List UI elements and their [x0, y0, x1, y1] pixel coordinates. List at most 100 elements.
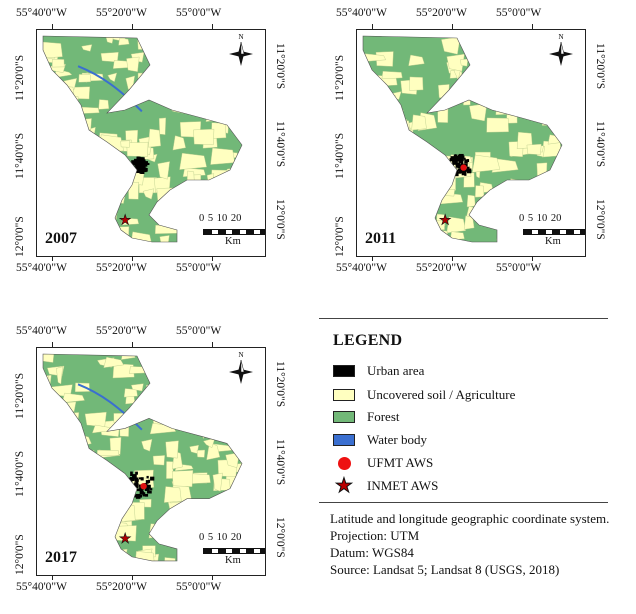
map-canvas: ★N: [42, 33, 265, 256]
agriculture-patch: [49, 435, 56, 445]
agriculture-patch: [73, 478, 94, 486]
agriculture-patch: [418, 167, 430, 180]
agriculture-patch: [43, 160, 54, 172]
urban-block: [455, 162, 461, 168]
agriculture-patch: [508, 227, 522, 237]
agriculture-patch: [209, 408, 223, 421]
agriculture-patch: [220, 250, 234, 256]
agriculture-patch: [214, 387, 224, 401]
agriculture-patch: [416, 149, 437, 160]
agriculture-patch: [217, 74, 233, 93]
agriculture-patch: [376, 134, 400, 149]
agriculture-patch: [493, 219, 508, 227]
agriculture-patch: [259, 457, 265, 467]
agriculture-patch: [235, 569, 247, 575]
agriculture-patch: [102, 227, 120, 242]
note-projection: Projection: UTM: [330, 528, 420, 543]
agriculture-patch: [254, 520, 265, 535]
agriculture-patch: [463, 245, 474, 251]
agriculture-patch: [49, 419, 71, 437]
agriculture-patch: [56, 431, 78, 440]
urban-block: [136, 495, 139, 499]
agriculture-patch: [252, 444, 265, 460]
agriculture-patch: [239, 149, 242, 171]
inmet-star-icon: ★: [335, 475, 354, 497]
urban-block: [125, 482, 130, 488]
agriculture-patch: [108, 548, 128, 559]
agriculture-patch: [522, 76, 544, 86]
ufmt-aws-marker: [460, 164, 467, 171]
agriculture-patch: [110, 487, 134, 501]
agriculture-patch: [78, 154, 92, 170]
agriculture-patch: [363, 113, 375, 126]
agriculture-patch: [217, 420, 231, 438]
agriculture-patch: [183, 503, 199, 521]
tick-mark: [212, 256, 213, 261]
agriculture-patch: [364, 249, 381, 256]
agriculture-patch: [511, 197, 535, 215]
scale-graduation: [203, 229, 265, 235]
agriculture-patch: [257, 120, 265, 135]
north-arrow-icon: [549, 41, 573, 66]
agriculture-patch: [164, 93, 176, 106]
agriculture-patch: [491, 205, 509, 219]
agriculture-patch: [239, 501, 242, 519]
tick-mark: [132, 24, 133, 29]
legend-label: UFMT AWS: [367, 455, 434, 470]
north-label: N: [239, 33, 244, 41]
agriculture-patch: [565, 195, 577, 209]
agriculture-patch: [206, 442, 221, 461]
agriculture-patch: [550, 196, 562, 205]
urban-block: [466, 166, 470, 171]
agriculture-patch: [463, 97, 471, 106]
longitude-label-bottom: 55°0'0"W: [496, 262, 542, 274]
longitude-label-top: 55°40'0"W: [16, 7, 67, 19]
legend-label: Uncovered soil / Agriculture: [367, 387, 516, 402]
agriculture-patch: [49, 484, 63, 494]
agriculture-patch: [105, 185, 122, 195]
agriculture-patch: [254, 157, 261, 164]
agriculture-patch: [47, 160, 69, 180]
agriculture-patch: [166, 461, 174, 479]
urban-block: [127, 487, 132, 490]
agriculture-patch: [222, 401, 238, 412]
agriculture-patch: [126, 56, 140, 72]
agriculture-patch: [118, 37, 130, 46]
agriculture-patch: [129, 231, 153, 242]
agriculture-patch: [466, 194, 476, 208]
agriculture-patch: [77, 440, 88, 452]
agriculture-patch: [474, 185, 485, 198]
agriculture-patch: [92, 196, 104, 209]
urban-block: [125, 485, 129, 491]
agriculture-patch: [210, 147, 235, 165]
agriculture-patch: [168, 400, 186, 418]
urban-block: [132, 167, 137, 172]
agriculture-patch: [68, 111, 83, 127]
urban-block: [467, 159, 470, 163]
agriculture-patch: [119, 247, 139, 256]
agriculture-patch: [148, 523, 172, 539]
agriculture-patch: [54, 401, 77, 412]
longitude-label-bottom: 55°20'0"W: [416, 262, 467, 274]
agriculture-patch: [80, 490, 101, 501]
agriculture-patch: [179, 37, 198, 47]
agriculture-patch: [131, 560, 149, 561]
agriculture-patch: [64, 197, 79, 211]
agriculture-patch: [204, 250, 222, 256]
latitude-label-right: 11°40'0"S: [274, 439, 286, 486]
agriculture-patch: [221, 182, 242, 202]
agriculture-patch: [94, 250, 120, 256]
legend-label: Urban area: [367, 363, 425, 378]
agriculture-patch: [364, 80, 379, 93]
agriculture-patch: [566, 204, 583, 211]
agriculture-patch: [78, 74, 91, 83]
latitude-label-right: 11°40'0"S: [594, 121, 606, 168]
agriculture-patch: [77, 184, 93, 193]
urban-block: [140, 491, 144, 494]
longitude-label-bottom: 55°40'0"W: [16, 262, 67, 274]
agriculture-patch: [187, 549, 203, 557]
agriculture-patch: [60, 171, 69, 179]
agriculture-patch: [443, 241, 457, 242]
inmet-aws-marker: ★: [119, 213, 132, 228]
urban-block: [460, 162, 464, 167]
